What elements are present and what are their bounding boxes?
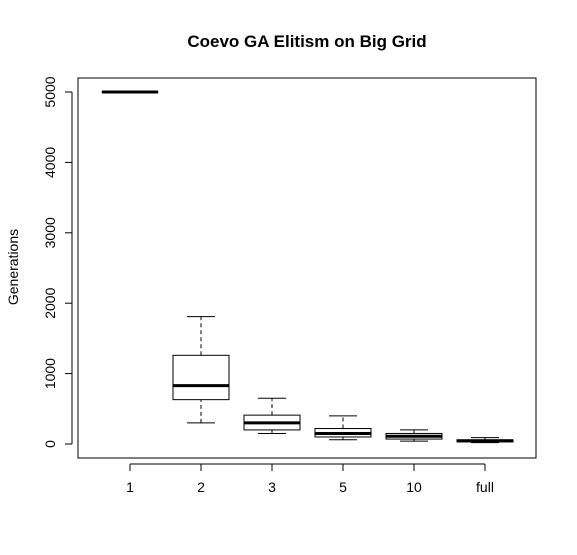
y-axis-label: Generations bbox=[5, 229, 21, 305]
y-tick-label-4000: 4000 bbox=[42, 147, 58, 178]
chart-title: Coevo GA Elitism on Big Grid bbox=[187, 32, 426, 51]
x-tick-label-1: 1 bbox=[126, 479, 134, 495]
box-3 bbox=[243, 397, 301, 434]
box-5 bbox=[314, 415, 372, 441]
boxes-layer bbox=[101, 90, 514, 444]
y-tick-label-3000: 3000 bbox=[42, 217, 58, 248]
y-tick-label-2000: 2000 bbox=[42, 287, 58, 318]
y-tick-label-1000: 1000 bbox=[42, 358, 58, 389]
x-axis: 1 2 3 5 10 full bbox=[126, 463, 494, 495]
box-10 bbox=[385, 429, 443, 442]
y-tick-label-0: 0 bbox=[42, 440, 58, 448]
x-tick-label-full: full bbox=[476, 479, 494, 495]
x-tick-label-2: 2 bbox=[197, 479, 205, 495]
y-tick-label-5000: 5000 bbox=[42, 76, 58, 107]
y-axis: 0 1000 2000 3000 4000 5000 bbox=[42, 76, 73, 448]
x-tick-label-10: 10 bbox=[406, 479, 422, 495]
box-full bbox=[456, 437, 514, 444]
plot-frame bbox=[77, 77, 537, 459]
box-2 bbox=[172, 316, 230, 424]
x-tick-label-3: 3 bbox=[268, 479, 276, 495]
x-tick-label-5: 5 bbox=[339, 479, 347, 495]
iqr-box bbox=[172, 354, 230, 401]
